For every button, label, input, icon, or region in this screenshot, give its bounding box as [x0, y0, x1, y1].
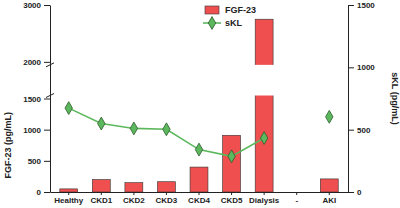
- tick: 0: [37, 188, 50, 197]
- tick: 2000: [23, 58, 50, 67]
- tick-mark: [296, 192, 297, 195]
- tick-label: CKD5: [221, 196, 243, 205]
- tick-label: -: [295, 196, 298, 205]
- tick-label: AKI: [322, 196, 336, 205]
- tick-label: 0: [357, 188, 362, 197]
- tick-label: 500: [28, 157, 42, 166]
- bar: [157, 182, 175, 192]
- tick: 3000: [23, 1, 50, 10]
- chart: 0 500 1000 1500 2000 3000 0 500 1000 1500 Healthy C…: [0, 0, 400, 208]
- bar: [255, 19, 273, 192]
- bar: [92, 180, 110, 192]
- tick-mark: [44, 192, 50, 193]
- x-axis: Healthy CKD1 CKD2 CKD3 CKD4 CKD5 Dialysis - AKI: [51, 192, 349, 205]
- legend-label: FGF-23: [225, 5, 256, 15]
- marker: [326, 110, 333, 123]
- marker: [130, 122, 137, 135]
- bar: [223, 135, 241, 192]
- tick: 1500: [348, 1, 375, 10]
- tick-mark: [44, 5, 50, 6]
- legend-swatch: [205, 6, 219, 14]
- legend-marker: [208, 17, 215, 30]
- tick-mark: [348, 130, 354, 131]
- marker: [195, 143, 202, 156]
- tick-label: 3000: [23, 1, 41, 10]
- legend: FGF-23 sKL: [203, 5, 256, 29]
- y-axis-line: [50, 6, 51, 193]
- marker: [98, 117, 105, 130]
- axis-break: [51, 65, 347, 96]
- tick-mark: [101, 192, 102, 195]
- tick-mark: [44, 161, 50, 162]
- marker: [260, 132, 267, 145]
- tick-label: 2000: [23, 58, 41, 67]
- tick-label: 1500: [23, 95, 41, 104]
- y-axis: 0 500 1000 1500 2000 3000: [23, 1, 50, 197]
- tick-mark: [133, 192, 134, 195]
- tick: 1500: [23, 95, 50, 104]
- marker: [65, 102, 72, 115]
- bar: [125, 183, 143, 192]
- marker: [163, 123, 170, 136]
- tick-mark: [348, 192, 354, 193]
- tick-mark: [199, 192, 200, 195]
- tick-label: Healthy: [54, 196, 83, 205]
- tick-label: CKD1: [90, 196, 112, 205]
- y2-axis-line: [348, 6, 349, 193]
- tick-label: CKD4: [188, 196, 210, 205]
- y2-axis: 0 500 1000 1500: [348, 1, 375, 197]
- tick-mark: [348, 67, 354, 68]
- tick: CKD2: [123, 192, 145, 205]
- bar: [320, 179, 338, 192]
- bar: [60, 189, 78, 192]
- y2-axis-title: sKL (pg/mL): [390, 72, 400, 124]
- tick-label: CKD2: [123, 196, 145, 205]
- tick: CKD4: [188, 192, 210, 205]
- tick-mark: [329, 192, 330, 195]
- legend-label: sKL: [225, 18, 243, 28]
- tick: Dialysis: [249, 192, 280, 205]
- tick-label: CKD3: [156, 196, 178, 205]
- tick-mark: [68, 192, 69, 195]
- break-mark: [46, 63, 54, 67]
- tick-mark: [44, 99, 50, 100]
- marker: [228, 150, 235, 163]
- tick: CKD5: [221, 192, 243, 205]
- tick-mark: [348, 5, 354, 6]
- tick: 1000: [348, 63, 375, 72]
- tick-mark: [44, 130, 50, 131]
- tick: 500: [28, 157, 50, 166]
- tick: CKD3: [156, 192, 178, 205]
- y-axis-title: FGF-23 (pg/mL): [3, 112, 13, 179]
- tick-label: 1000: [23, 126, 41, 135]
- tick-mark: [44, 62, 50, 63]
- tick: CKD1: [90, 192, 112, 205]
- tick: 1000: [23, 126, 50, 135]
- tick-mark: [264, 192, 265, 195]
- tick-mark: [166, 192, 167, 195]
- tick-label: 1000: [357, 63, 375, 72]
- break-mark: [46, 94, 54, 98]
- tick-mark: [231, 192, 232, 195]
- tick: Healthy: [54, 192, 83, 205]
- tick: 0: [348, 188, 362, 197]
- tick-label: 1500: [357, 1, 375, 10]
- line: [69, 108, 330, 156]
- tick: -: [295, 192, 298, 205]
- tick: 500: [348, 126, 371, 135]
- tick-label: Dialysis: [249, 196, 280, 205]
- tick-label: 0: [37, 188, 42, 197]
- bar: [190, 167, 208, 192]
- tick: AKI: [322, 192, 336, 205]
- plot-area: [51, 19, 347, 192]
- tick-label: 500: [357, 126, 371, 135]
